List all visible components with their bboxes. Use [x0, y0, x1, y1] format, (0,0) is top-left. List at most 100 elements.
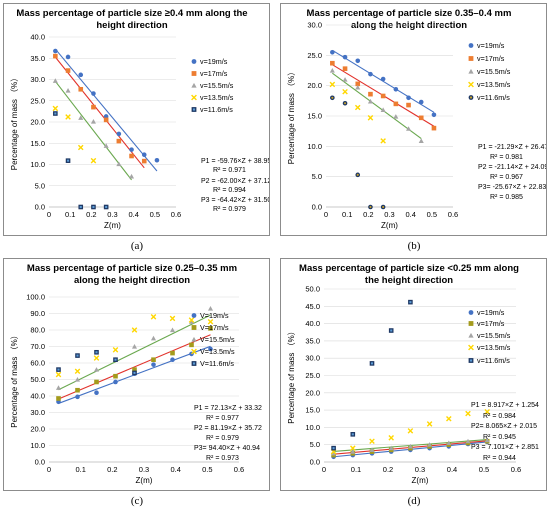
data-point: [170, 357, 175, 362]
y-tick-label: 5.0: [312, 172, 322, 181]
data-point: [407, 443, 413, 449]
data-point: [342, 77, 348, 82]
y-tick-label: 0.0: [35, 458, 45, 467]
legend-label: v=17m/s: [200, 69, 228, 78]
y-axis-label: Percentage of mass （%）: [10, 331, 19, 427]
chart-c: Mass percentage of particle size 0.25–0.…: [10, 263, 262, 485]
data-point: [350, 445, 356, 451]
x-axis-label: Z(m): [381, 221, 398, 230]
data-point: [350, 449, 356, 454]
y-tick-label: 35.0: [305, 336, 320, 345]
data-point: [141, 158, 147, 164]
data-point: [380, 204, 386, 210]
legend-label: v=13.5m/s: [477, 80, 511, 89]
y-tick-label: 30.0: [30, 408, 45, 417]
data-point: [355, 81, 361, 87]
fit-equation: R² = 0.985: [490, 194, 523, 201]
fit-line: [332, 72, 422, 140]
data-point: [406, 126, 412, 131]
fit-equation: P1 = 72.13×Z + 33.32: [194, 405, 262, 412]
data-point: [90, 119, 96, 124]
data-point: [90, 157, 97, 164]
data-point: [74, 376, 81, 382]
x-tick-label: 0.3: [139, 465, 149, 474]
data-point: [393, 87, 399, 92]
data-point: [418, 115, 424, 121]
y-tick-label: 100.0: [26, 293, 45, 302]
x-tick-label: 0.4: [128, 210, 138, 219]
x-tick-label: 0.4: [170, 465, 180, 474]
data-point: [407, 428, 414, 434]
data-point: [188, 317, 195, 323]
data-point: [369, 447, 375, 452]
y-tick-label: 50.0: [305, 285, 320, 294]
y-tick-label: 30.0: [305, 354, 320, 363]
legend-label: v=19m/s: [477, 41, 505, 50]
data-point: [369, 438, 375, 445]
data-point: [113, 357, 118, 362]
data-point: [388, 328, 394, 333]
x-axis-label: Z(m): [104, 221, 121, 230]
fit-equation: P3 = -64.42×Z + 31.50: [201, 197, 269, 204]
data-point: [52, 78, 58, 83]
data-point: [380, 93, 386, 99]
y-tick-label: 35.0: [30, 54, 45, 63]
data-point: [380, 76, 386, 82]
data-point: [330, 95, 335, 101]
fit-equation: R² = 0.971: [213, 167, 246, 174]
fit-equation: R² = 0.979: [213, 206, 246, 213]
data-point: [354, 104, 361, 111]
data-point: [330, 50, 335, 55]
y-tick-label: 25.0: [30, 96, 45, 105]
data-point: [75, 394, 80, 400]
x-tick-label: 0.6: [234, 465, 244, 474]
x-tick-label: 0.6: [511, 465, 521, 474]
data-point: [53, 48, 58, 54]
fit-equation: R² = 0.979: [206, 435, 239, 442]
data-point: [77, 144, 84, 151]
chart-a: Mass percentage of particle size ≥0.4 mm…: [10, 8, 269, 230]
x-tick-label: 0.5: [427, 210, 437, 219]
x-tick-label: 0.2: [363, 210, 373, 219]
data-point: [113, 373, 118, 379]
legend-marker: [191, 59, 197, 64]
legend-label: v=17m/s: [477, 319, 505, 328]
legend-marker: [468, 358, 474, 363]
chart-b: Mass percentage of particle size 0.35–0.…: [287, 8, 546, 230]
legend-marker: [191, 82, 197, 88]
y-tick-label: 15.0: [305, 406, 320, 415]
y-tick-label: 15.0: [30, 139, 45, 148]
data-point: [131, 343, 138, 349]
chart-title: along the height direction: [74, 275, 190, 286]
fit-equation: P3= -25.67×Z + 22.83: [478, 184, 546, 191]
data-point: [393, 101, 399, 107]
data-point: [129, 173, 135, 179]
data-point: [129, 147, 134, 152]
y-tick-label: 70.0: [30, 342, 45, 351]
data-point: [368, 71, 373, 77]
y-tick-label: 5.0: [310, 440, 320, 449]
data-point: [355, 58, 361, 64]
legend-marker: [468, 68, 474, 74]
x-tick-label: 0.1: [75, 465, 85, 474]
data-point: [78, 115, 84, 120]
chart-title: the height direction: [365, 275, 453, 286]
data-point: [188, 319, 195, 324]
chart-title: height direction: [96, 20, 167, 31]
legend-marker: [468, 321, 474, 326]
chart-title: Mass percentage of particle size 0.35–0.…: [307, 8, 512, 19]
data-point: [53, 111, 58, 116]
data-point: [131, 327, 138, 333]
data-point: [342, 100, 348, 106]
legend-marker: [191, 361, 197, 366]
x-tick-label: 0.3: [415, 465, 425, 474]
y-tick-label: 90.0: [30, 309, 45, 318]
data-point: [465, 438, 471, 444]
data-point: [406, 95, 411, 101]
chart-d: Mass percentage of particle size <0.25 m…: [287, 263, 539, 485]
data-point: [331, 445, 336, 451]
data-point: [369, 361, 375, 366]
x-tick-label: 0: [47, 465, 51, 474]
data-point: [151, 362, 156, 367]
legend-label: V=11.6m/s: [200, 359, 234, 368]
